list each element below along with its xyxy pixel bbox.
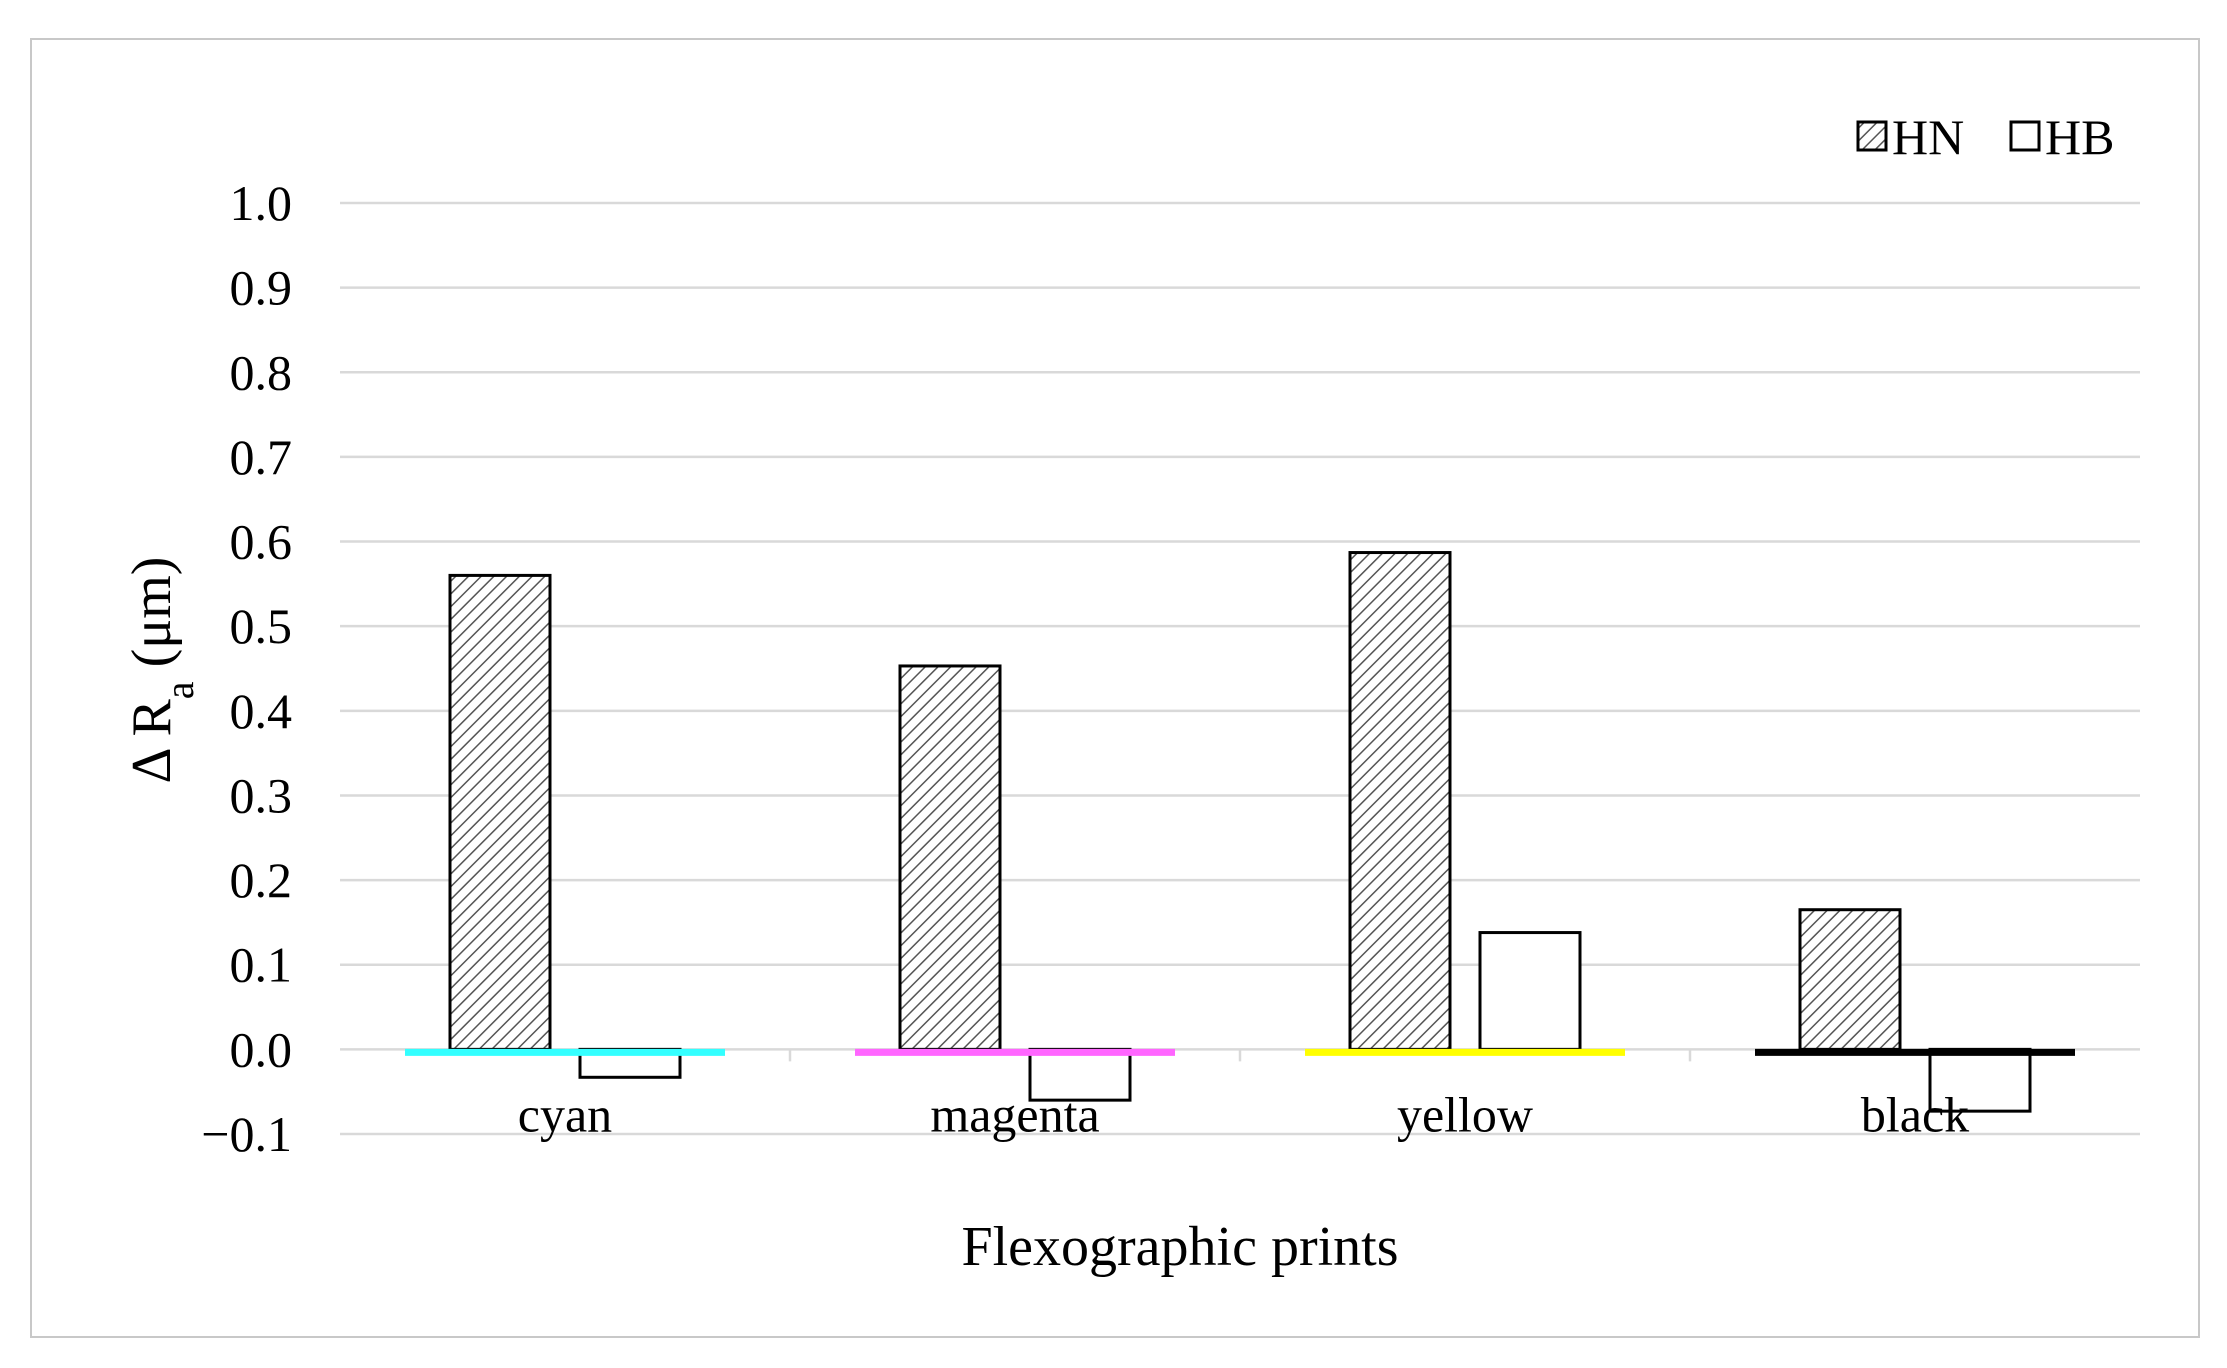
y-tick-label: 0.7 <box>230 429 293 485</box>
category-labels: cyan magenta yellow black <box>518 1086 1969 1142</box>
y-tick-label: 0.6 <box>230 514 293 570</box>
y-tick-label: 0.2 <box>230 852 293 908</box>
legend-swatch-hn <box>1856 120 1888 152</box>
y-axis-title-main: Δ R <box>121 699 183 784</box>
y-tick-label: 0.4 <box>230 683 293 739</box>
y-axis-title: Δ Ra (μm) <box>121 557 202 784</box>
legend-swatch-hb <box>2009 120 2041 152</box>
y-tick-label: 0.5 <box>230 598 293 654</box>
bar-hn-magenta <box>898 664 1002 1051</box>
y-tick-label: 0.9 <box>230 260 293 316</box>
bar-hb-yellow <box>1478 931 1582 1051</box>
x-axis <box>405 1048 2075 1062</box>
y-tick-label: 1.0 <box>230 175 293 231</box>
category-label-cyan: cyan <box>518 1086 612 1142</box>
x-axis-title: Flexographic prints <box>961 1216 1398 1278</box>
y-tick-label: 0.0 <box>230 1021 293 1077</box>
category-label-yellow: yellow <box>1397 1086 1533 1142</box>
y-tick-label: 0.3 <box>230 767 293 823</box>
bar-hn-black <box>1798 908 1902 1051</box>
legend-label-hb: HB <box>2045 109 2114 165</box>
y-axis-title-unit: (μm) <box>121 557 183 682</box>
category-label-black: black <box>1861 1086 1969 1142</box>
bars <box>448 551 2032 1113</box>
y-tick-label: −0.1 <box>201 1106 292 1162</box>
y-tick-label: 0.8 <box>230 344 293 400</box>
bar-hn-cyan <box>448 573 552 1051</box>
chart-frame <box>30 38 2200 1338</box>
legend: HN HB <box>1856 109 2114 165</box>
y-axis-title-subscript: a <box>157 681 202 699</box>
y-tick-label: 0.1 <box>230 937 293 993</box>
legend-label-hn: HN <box>1892 109 1964 165</box>
category-label-magenta: magenta <box>930 1086 1099 1142</box>
bar-hn-yellow <box>1348 551 1452 1051</box>
y-tick-labels: −0.1 0.0 0.1 0.2 0.3 0.4 0.5 0.6 0.7 0.8 0.9 1.0 <box>201 175 292 1162</box>
